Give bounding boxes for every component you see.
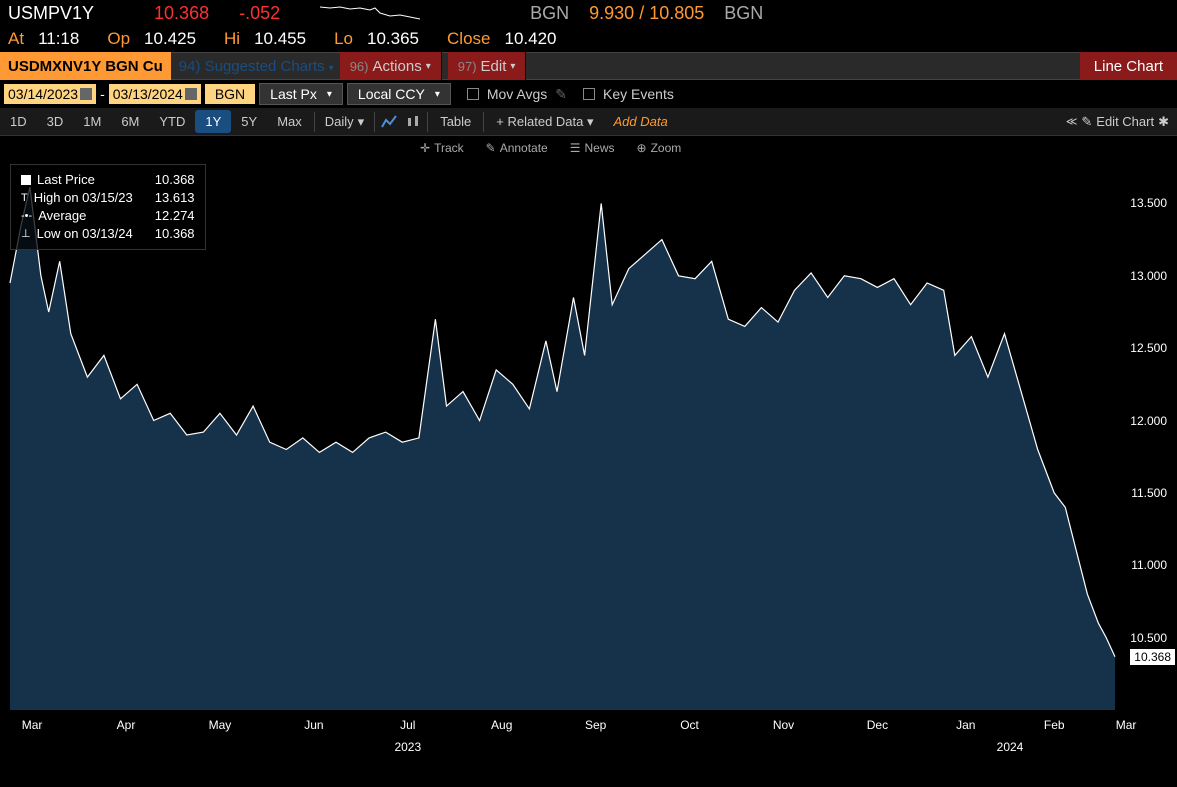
op-label: Op — [107, 29, 130, 49]
range-1m-button[interactable]: 1M — [73, 110, 111, 133]
calendar-icon — [80, 88, 92, 100]
range-6m-button[interactable]: 6M — [111, 110, 149, 133]
table-button[interactable]: Table — [430, 110, 481, 133]
range-1y-button[interactable]: 1Y — [195, 110, 231, 133]
gear-icon[interactable]: ✱ — [1158, 114, 1169, 130]
x-axis-label: Mar — [22, 718, 43, 732]
chart-tools-row: ✛ Track ✎ Annotate ☰ News ⊕ Zoom — [0, 136, 1177, 160]
frequency-select[interactable]: Daily ▾ — [317, 110, 372, 134]
hi-label: Hi — [224, 29, 240, 49]
high-marker-icon: T — [21, 189, 28, 207]
y-axis-label: 12.500 — [1130, 341, 1167, 355]
x-axis-label: Apr — [117, 718, 136, 732]
calendar-icon — [185, 88, 197, 100]
suggested-charts-button[interactable]: 94) Suggested Charts — [179, 58, 334, 75]
edit-button[interactable]: 97) Edit ▾ — [448, 52, 527, 80]
x-axis-label: Sep — [585, 718, 606, 732]
annotate-button[interactable]: ✎ Annotate — [476, 139, 558, 157]
news-button[interactable]: ☰ News — [560, 139, 625, 157]
x-axis-label: Dec — [867, 718, 888, 732]
legend-high-label: High on 03/15/23 — [34, 189, 133, 207]
chart-legend: Last Price 10.368 T High on 03/15/23 13.613… — [10, 164, 206, 250]
related-data-button[interactable]: + Related Data ▾ — [486, 110, 603, 134]
currency-select[interactable]: Local CCY — [347, 83, 451, 105]
range-bar: 1D3D1M6MYTD1Y5YMax Daily ▾ Table + Relat… — [0, 108, 1177, 136]
x-axis-label: Aug — [491, 718, 512, 732]
main-toolbar: USDMXNV1Y BGN Cu 94) Suggested Charts 96… — [0, 52, 1177, 80]
y-axis-label: 11.000 — [1131, 558, 1167, 572]
op-value: 10.425 — [144, 29, 196, 49]
x-axis-label: Nov — [773, 718, 794, 732]
low-marker-icon: ⊥ — [21, 225, 31, 243]
x-axis-label: May — [209, 718, 232, 732]
x-axis-label: Jan — [956, 718, 975, 732]
range-3d-button[interactable]: 3D — [37, 110, 74, 133]
legend-low-label: Low on 03/13/24 — [37, 225, 133, 243]
range-max-button[interactable]: Max — [267, 110, 312, 133]
x-axis-label: Jun — [304, 718, 323, 732]
pencil-icon[interactable]: ✎ — [555, 86, 567, 103]
movavgs-checkbox[interactable] — [467, 88, 479, 100]
source-label-right: BGN — [724, 3, 763, 24]
source-label-left: BGN — [530, 3, 569, 24]
price-type-select[interactable]: Last Px — [259, 83, 343, 105]
movavgs-label: Mov Avgs — [487, 86, 547, 102]
ohlc-row: At 11:18 Op 10.425 Hi 10.455 Lo 10.365 C… — [0, 26, 1177, 52]
ticker-symbol: USMPV1Y — [8, 3, 94, 24]
ticker-badge[interactable]: USDMXNV1Y BGN Cu — [0, 52, 171, 80]
source-select[interactable]: BGN — [205, 84, 255, 104]
zoom-button[interactable]: ⊕ Zoom — [627, 139, 692, 157]
chart-area[interactable]: Last Price 10.368 T High on 03/15/23 13.613… — [0, 160, 1177, 760]
range-1d-button[interactable]: 1D — [0, 110, 37, 133]
date-control-bar: 03/14/2023 - 03/13/2024 BGN Last Px Loca… — [0, 80, 1177, 108]
range-ytd-button[interactable]: YTD — [149, 110, 195, 133]
at-label: At — [8, 29, 24, 49]
lo-label: Lo — [334, 29, 353, 49]
y-axis-label: 13.000 — [1130, 269, 1167, 283]
sparkline-chart — [320, 3, 420, 23]
close-value: 10.420 — [504, 29, 556, 49]
keyevents-label: Key Events — [603, 86, 674, 102]
y-axis-label: 13.500 — [1130, 196, 1167, 210]
edit-chart-button[interactable]: ≪ ✎ Edit Chart ✱ — [1058, 110, 1177, 134]
bid-ask: 9.930 / 10.805 — [589, 3, 704, 24]
avg-marker-icon: -•- — [21, 207, 32, 225]
add-data-input[interactable]: Add Data — [604, 110, 678, 133]
close-label: Close — [447, 29, 490, 49]
legend-low-val: 10.368 — [139, 225, 195, 243]
chart-type-label[interactable]: Line Chart — [1080, 52, 1177, 80]
legend-avg-label: Average — [38, 207, 86, 225]
candle-icon[interactable] — [401, 110, 425, 134]
at-value: 11:18 — [38, 29, 79, 49]
date-from-input[interactable]: 03/14/2023 — [4, 84, 96, 104]
range-5y-button[interactable]: 5Y — [231, 110, 267, 133]
date-to-input[interactable]: 03/13/2024 — [109, 84, 201, 104]
x-axis-label: Oct — [680, 718, 699, 732]
x-axis-year-label: 2023 — [394, 740, 421, 754]
y-axis-label: 10.500 — [1130, 631, 1167, 645]
hi-value: 10.455 — [254, 29, 306, 49]
x-axis-label: Mar — [1116, 718, 1137, 732]
x-axis-year-label: 2024 — [997, 740, 1024, 754]
pencil-icon: ✎ — [1081, 114, 1092, 130]
legend-last-price-label: Last Price — [37, 171, 95, 189]
legend-avg-val: 12.274 — [139, 207, 195, 225]
chart-line-icon[interactable] — [377, 110, 401, 134]
legend-high-val: 13.613 — [139, 189, 195, 207]
x-axis-label: Feb — [1044, 718, 1065, 732]
quote-header: USMPV1Y 10.368 -.052 BGN 9.930 / 10.805 … — [0, 0, 1177, 26]
legend-last-price-val: 10.368 — [139, 171, 195, 189]
y-axis-label: 11.500 — [1131, 486, 1167, 500]
last-value-flag: 10.368 — [1130, 649, 1175, 665]
x-axis-label: Jul — [400, 718, 415, 732]
price-change: -.052 — [239, 3, 280, 24]
track-button[interactable]: ✛ Track — [410, 139, 474, 157]
y-axis-label: 12.000 — [1130, 414, 1167, 428]
keyevents-checkbox[interactable] — [583, 88, 595, 100]
last-price: 10.368 — [154, 3, 209, 24]
actions-button[interactable]: 96) Actions ▾ — [340, 52, 442, 80]
lo-value: 10.365 — [367, 29, 419, 49]
